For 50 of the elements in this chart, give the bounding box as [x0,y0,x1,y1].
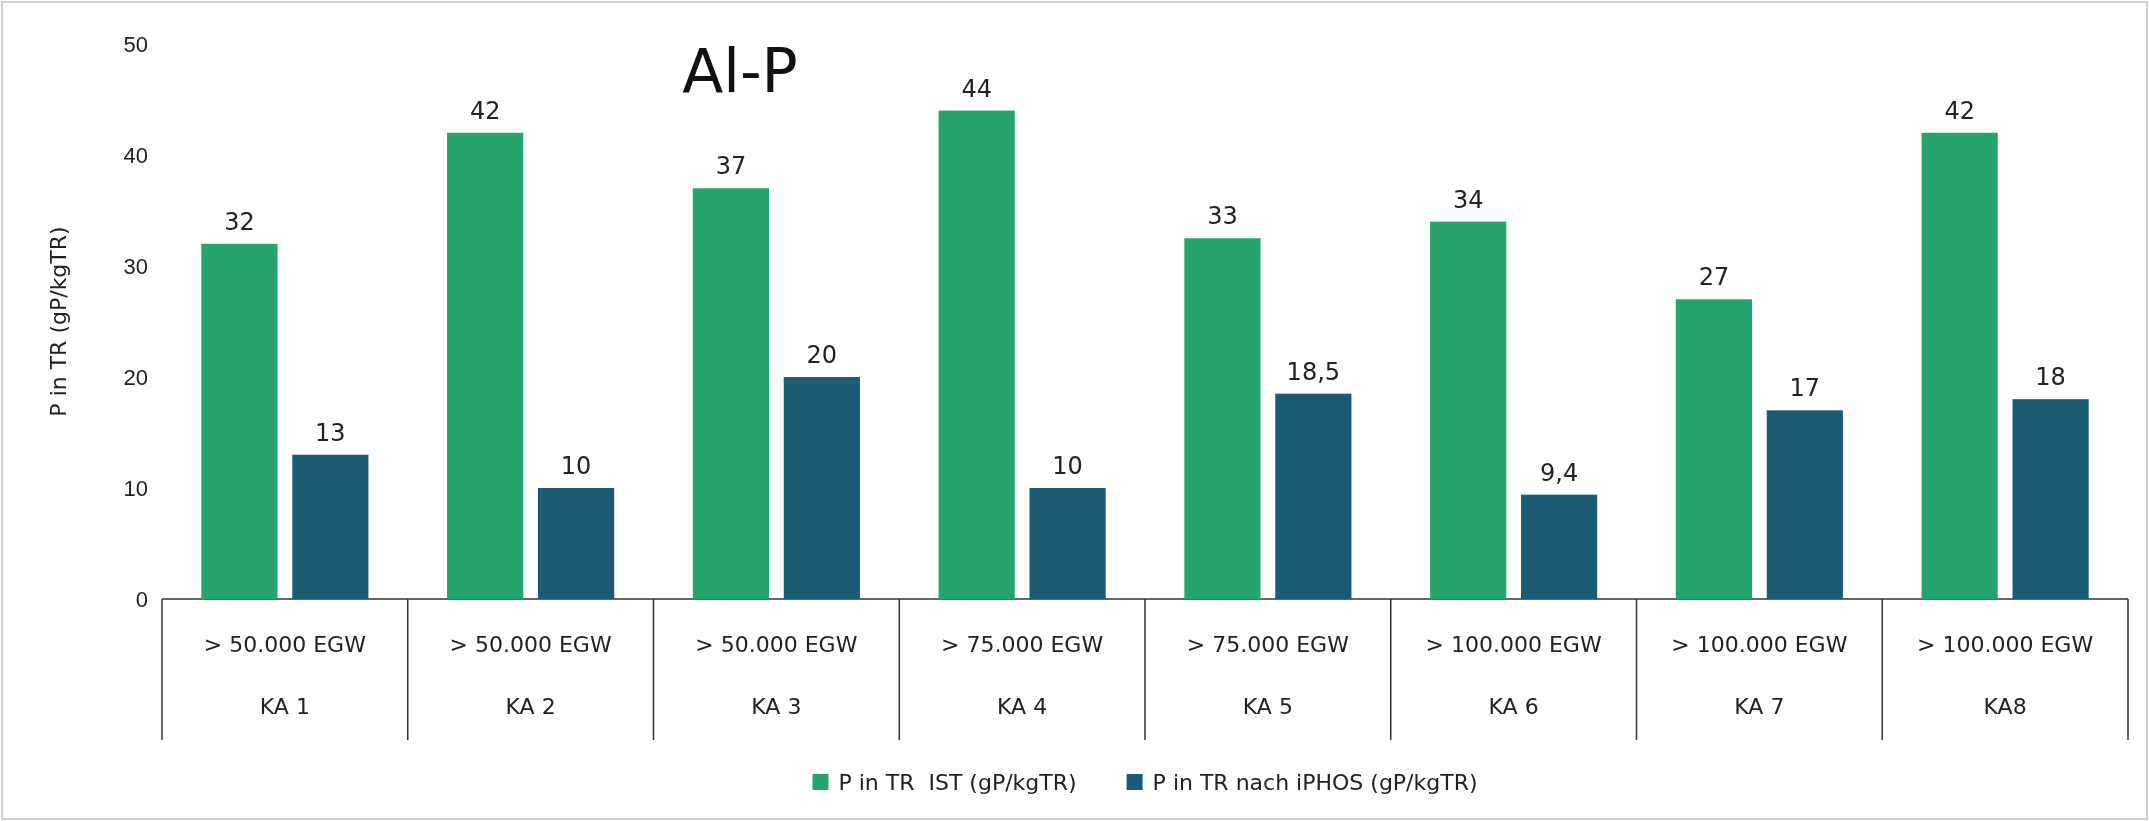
category-label: > 75.000 EGW KA 4 [941,632,1104,719]
data-label: 13 [315,418,346,447]
category-label: > 100.000 EGW KA 7 [1671,632,1848,719]
bar [692,188,769,599]
data-label: 37 [715,152,747,181]
data-label: 20 [806,341,838,369]
bar [1921,132,1998,599]
data-label: 18 [2035,363,2066,392]
y-axis-title: P in TR (gP/kgTR) [46,226,71,417]
bar [1675,299,1752,599]
bar [538,488,615,599]
bar [2012,399,2089,599]
data-label: 10 [560,452,592,480]
category-label: > 50.000 EGW KA 3 [695,632,858,719]
y-tick-label: 20 [123,364,148,390]
bar [292,454,369,599]
category-label: > 75.000 EGW KA 5 [1186,632,1349,719]
category-label: > 100.000 EGW KA8 [1917,632,2094,719]
y-tick-label: 30 [123,253,148,279]
bar [1029,488,1106,599]
bar [201,243,278,599]
bar [1430,221,1507,599]
data-label: 27 [1698,263,1730,292]
y-tick-label: 0 [135,586,148,612]
legend-label: P in TR nach iPHOS (gP/kgTR) [1152,770,1478,795]
bar [938,110,1015,599]
data-label: 34 [1452,185,1484,214]
bar [447,132,524,599]
bar [1521,494,1598,599]
bar [1766,410,1843,599]
y-tick-label: 10 [123,475,148,501]
bar [1184,238,1261,599]
data-label: 42 [1944,96,1975,125]
data-label: 10 [1052,452,1083,480]
y-tick-label: 50 [123,31,148,57]
data-label: 18,5 [1286,357,1341,386]
y-tick-label: 40 [123,142,148,168]
legend-label: P in TR IST (gP/kgTR) [838,770,1077,795]
data-label: 44 [961,74,992,103]
data-label: 17 [1789,374,1821,403]
bar [783,377,860,599]
category-label: > 50.000 EGW KA 2 [449,632,612,719]
data-label: 32 [224,207,255,236]
data-label: 33 [1207,202,1238,231]
category-label: > 50.000 EGW KA 1 [203,632,366,719]
data-label: 42 [469,96,501,125]
bar [1275,393,1352,599]
chart-title: Al-P [682,36,798,106]
data-label: 9,4 [1540,458,1579,487]
category-label: > 100.000 EGW KA 6 [1425,632,1602,719]
